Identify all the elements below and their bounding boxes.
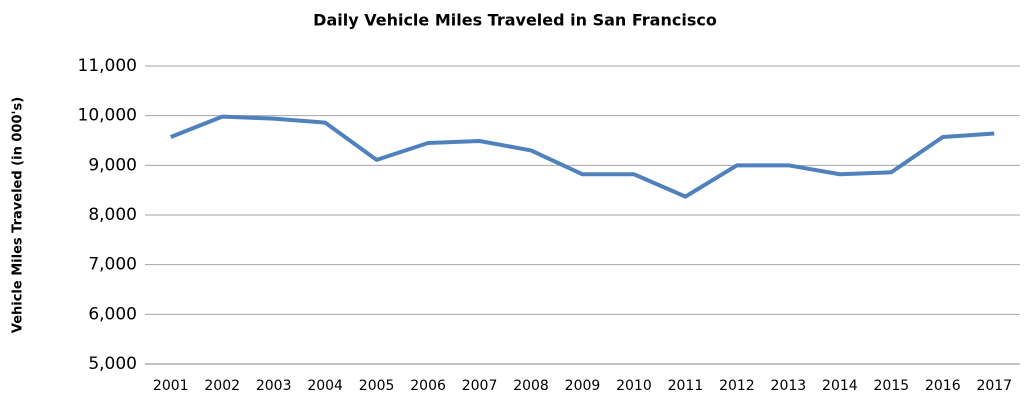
x-tick-label: 2016 [925,378,961,394]
y-tick-label: 5,000 [88,354,137,374]
x-tick-label: 2007 [462,378,498,394]
y-tick-label: 6,000 [88,304,137,324]
x-tick-label: 2009 [565,378,601,394]
x-tick-label: 2011 [668,378,704,394]
x-tick-label: 2017 [976,378,1012,394]
x-tick-label: 2014 [822,378,858,394]
y-tick-label: 8,000 [88,205,137,225]
x-tick-label: 2015 [874,378,910,394]
y-tick-label: 9,000 [88,155,137,175]
x-tick-label: 2001 [153,378,189,394]
line-series [169,114,995,199]
x-tick-label: 2002 [204,378,240,394]
x-tick-label: 2005 [359,378,395,394]
x-tick-label: 2012 [719,378,755,394]
y-tick-label: 7,000 [88,255,137,275]
x-tick-label: 2004 [307,378,343,394]
x-tick-label: 2010 [616,378,652,394]
y-tick-label: 10,000 [78,106,137,126]
x-tick-label: 2006 [410,378,446,394]
chart-title: Daily Vehicle Miles Traveled in San Fran… [313,11,717,30]
y-tick-label: 11,000 [78,56,137,76]
y-axis-label: Vehicle Miles Traveled (in 000's) [11,97,26,333]
x-tick-label: 2013 [771,378,807,394]
x-tick-label: 2008 [513,378,549,394]
x-tick-label: 2003 [256,378,292,394]
